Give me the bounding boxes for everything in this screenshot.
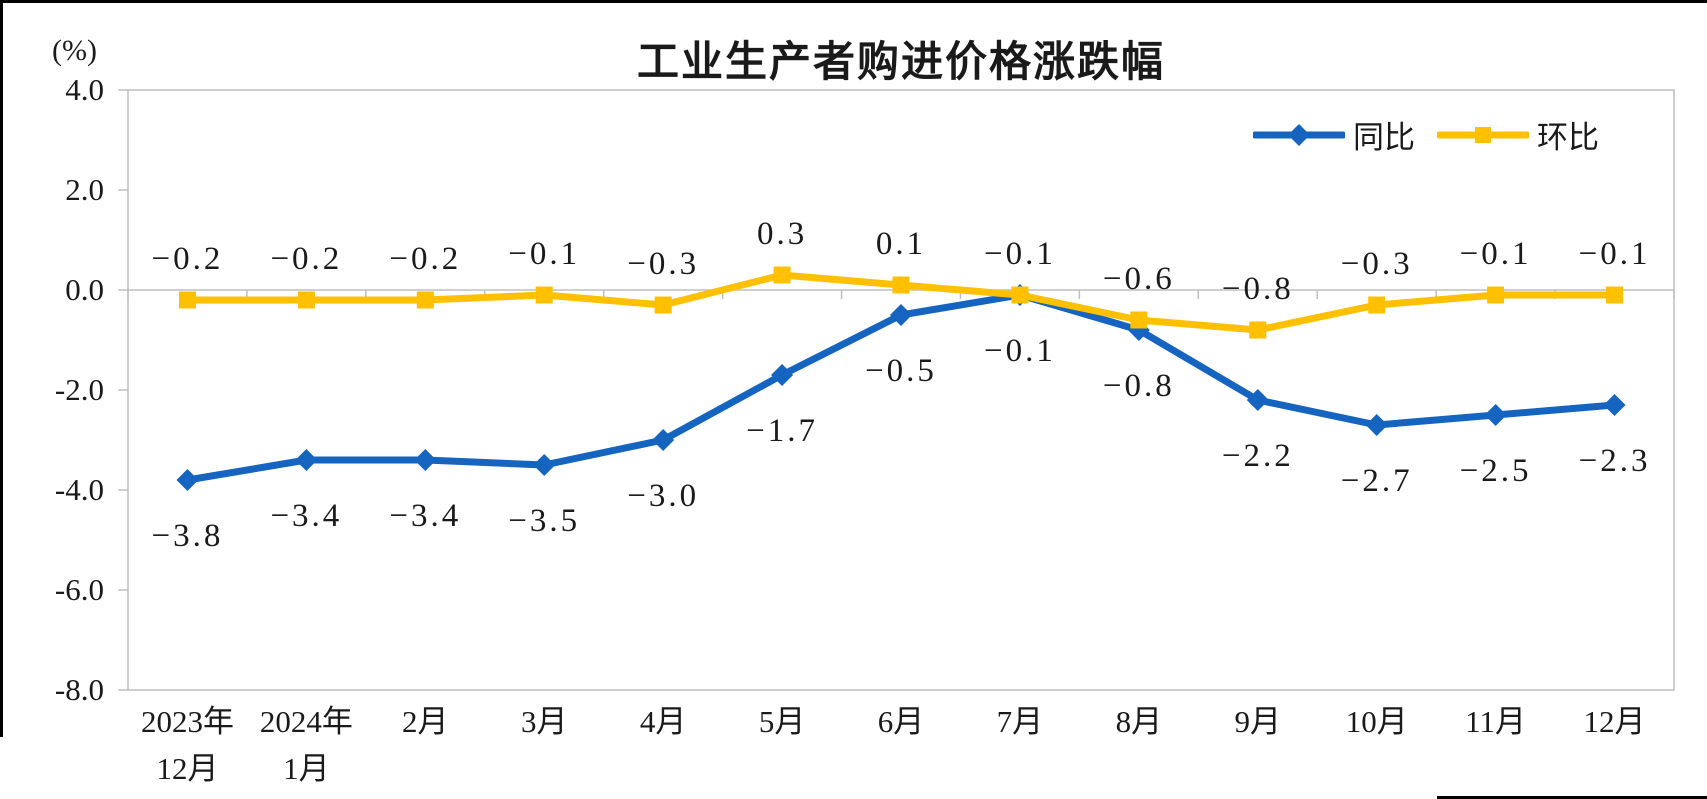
legend-label-mom: 环比 [1537,120,1599,155]
data-label: −0.8 [1222,271,1294,307]
square-marker [535,286,553,304]
data-label: −0.1 [1579,236,1651,272]
data-label: −0.1 [984,236,1056,272]
y-axis-tick-label: 2.0 [65,172,104,207]
square-marker [654,296,672,314]
square-marker [297,291,315,309]
data-label: −2.3 [1579,443,1651,479]
square-marker [1249,321,1267,339]
data-label: −0.2 [270,241,342,277]
data-label: −0.3 [627,246,699,282]
y-axis-tick-label: -8.0 [54,672,104,707]
data-label: −3.5 [508,503,580,539]
square-marker [1011,286,1029,304]
x-axis-category-label: 4月 [639,704,687,739]
data-label: −0.2 [389,241,461,277]
x-axis-category-label: 10月 [1345,704,1408,739]
legend-label-yoy: 同比 [1353,120,1415,155]
diamond-marker [176,469,199,491]
y-axis-unit-label: (%) [52,34,97,67]
x-axis-category-label: 3月 [520,704,568,739]
data-label: 0.3 [757,216,807,252]
frame-bottom-edge [1437,796,1707,799]
square-marker [178,291,196,309]
y-axis-tick-label: -4.0 [54,472,104,507]
square-marker [1130,311,1148,329]
diamond-marker [652,429,675,451]
diamond-marker [890,304,912,326]
chart-title: 工业生产者购进价格涨跌幅 [636,38,1166,85]
x-axis-category-label: 5月 [758,704,806,739]
data-label: −0.6 [1103,261,1175,297]
x-axis-category-label: 8月 [1115,704,1163,739]
square-marker [1487,286,1505,304]
data-label: −1.7 [746,413,818,449]
diamond-marker [414,449,437,471]
y-axis-tick-label: -2.0 [54,372,104,407]
x-axis-category-label: 9月 [1234,704,1282,739]
data-label: −0.5 [865,353,937,389]
data-label: −0.8 [1103,368,1175,404]
data-label: −2.2 [1222,438,1294,474]
square-marker [416,291,434,309]
data-label: −0.2 [152,241,224,277]
diamond-marker [295,449,318,471]
x-axis-category-label: 7月 [996,704,1044,739]
data-label: −3.4 [389,498,461,534]
y-axis-tick-label: 0.0 [65,272,104,307]
data-label: −3.8 [152,518,224,554]
diamond-marker [1603,394,1626,416]
diamond-marker [1484,404,1507,426]
plot-border [127,89,1675,691]
x-axis-category-label: 2月 [402,704,449,739]
data-label: 0.1 [876,226,926,262]
y-axis-tick-label: -6.0 [54,572,104,607]
square-marker [1368,296,1386,314]
data-label: −0.1 [1460,236,1532,272]
legend-item-mom: 环比 [1437,112,1599,157]
data-label: −0.3 [1341,246,1413,282]
x-axis-category-label: 6月 [877,704,925,739]
y-axis-tick-label: 4.0 [65,72,104,107]
legend: 同比 环比 [1253,112,1599,157]
data-label: −2.7 [1341,463,1413,499]
data-label: −3.0 [627,478,699,514]
data-label: −3.4 [270,498,342,534]
frame-top-edge [0,0,1707,3]
x-axis-category-label: 2024年 1月 [259,704,353,786]
diamond-marker [533,454,556,476]
data-label: −0.1 [984,333,1056,369]
x-axis-category-label: 12月 [1583,704,1646,739]
diamond-marker [1246,389,1269,411]
x-axis-category-label: 2023年 12月 [140,704,234,786]
data-label: −2.5 [1460,453,1532,489]
data-label: −0.1 [508,236,580,272]
diamond-marker [771,364,794,386]
mom-line-square-icon [1437,126,1529,143]
square-marker [1606,286,1624,304]
square-marker [892,276,910,294]
x-axis-category-label: 11月 [1465,704,1527,739]
yoy-line-diamond-icon [1253,123,1345,146]
square-marker [773,266,791,284]
diamond-marker [1365,414,1388,436]
frame-left-edge [0,0,3,737]
legend-item-yoy: 同比 [1253,112,1415,157]
